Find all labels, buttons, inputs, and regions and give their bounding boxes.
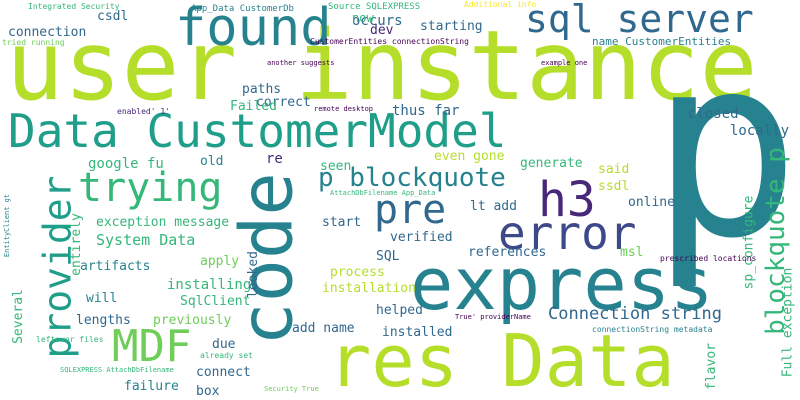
- word: generate: [520, 156, 583, 171]
- word: name CustomerEntities: [592, 35, 732, 48]
- word: express: [410, 242, 714, 326]
- word: now: [352, 11, 374, 25]
- word: p blockquote: [318, 163, 506, 193]
- word: start: [322, 215, 362, 230]
- word: will: [86, 291, 118, 306]
- word: installed: [382, 325, 453, 340]
- word: exception message: [96, 215, 230, 230]
- word: lt add: [470, 199, 517, 214]
- word: online: [628, 195, 675, 210]
- word: said: [598, 162, 630, 177]
- word: Integrated Security: [28, 2, 120, 11]
- word: CustomerEntities connectionString: [310, 37, 469, 46]
- word: ssdl: [598, 179, 630, 194]
- word: seen: [320, 159, 352, 174]
- word: pre: [374, 187, 447, 233]
- word: even gone: [434, 149, 505, 164]
- word: occurs: [352, 13, 403, 29]
- word: App_Data CustomerDb: [191, 4, 294, 14]
- word: System Data: [96, 231, 196, 249]
- word: remote desktop: [314, 105, 374, 113]
- word: Connection string: [548, 304, 722, 324]
- word: csdl: [97, 9, 129, 24]
- word: SqlClient: [180, 294, 251, 309]
- word: example one: [541, 59, 588, 67]
- word: apply: [200, 254, 240, 269]
- word: Additional info: [464, 0, 537, 9]
- word: looked: [245, 251, 261, 298]
- word: connect: [196, 365, 251, 380]
- word: Several: [10, 289, 26, 344]
- word: locally: [730, 123, 790, 139]
- word: enabled' 1': [117, 107, 170, 116]
- word: connectionString metadata: [592, 325, 713, 334]
- word: entirely: [68, 213, 84, 276]
- word: lengths: [76, 313, 131, 328]
- word: dev: [370, 23, 394, 38]
- word: EntityClient gt: [3, 193, 12, 258]
- word: installing: [167, 277, 252, 293]
- word: already set: [200, 351, 253, 360]
- word: closed: [688, 106, 739, 122]
- word: SQLEXPRESS AttachDbFilename: [60, 366, 174, 374]
- word: Full exception: [780, 267, 796, 378]
- word: starting: [420, 19, 483, 34]
- word: h3: [538, 172, 596, 228]
- word: found: [175, 0, 332, 58]
- word: Data CustomerModel: [8, 104, 507, 158]
- word: previously: [153, 313, 232, 328]
- word: helped: [376, 303, 423, 318]
- word: p: [650, 2, 800, 293]
- word: verified: [390, 230, 453, 245]
- word: re: [266, 151, 283, 167]
- word: references: [468, 245, 547, 260]
- word: flavor: [703, 343, 719, 390]
- word: leftover files: [36, 335, 104, 344]
- word: add name: [292, 321, 355, 336]
- word: sp_configure: [741, 195, 757, 290]
- word: sql server: [525, 0, 754, 41]
- word: error: [498, 206, 637, 260]
- word: failure: [124, 379, 179, 394]
- word: connection: [8, 25, 87, 40]
- word: trying: [78, 165, 223, 211]
- word: correct: [256, 95, 311, 110]
- word: user instance: [6, 10, 758, 122]
- word: MDF: [112, 321, 192, 372]
- word: True' providerName: [455, 313, 531, 321]
- word: artifacts: [80, 259, 151, 274]
- word: Security True: [264, 385, 319, 393]
- word: old: [200, 154, 224, 169]
- word: process: [330, 265, 385, 280]
- word: msl: [620, 245, 644, 260]
- word: Failed: [230, 99, 277, 114]
- word: prescribed locations: [660, 254, 757, 263]
- word: paths: [242, 82, 282, 97]
- word: another suggests: [267, 59, 335, 67]
- word: res Data: [328, 319, 675, 400]
- word: google fu: [88, 156, 164, 172]
- word: AttachDbFilename App_Data: [330, 189, 436, 197]
- word: Source SQLEXPRESS: [328, 2, 421, 12]
- word: installation: [322, 281, 416, 296]
- word: due: [212, 337, 236, 352]
- word: SQL: [376, 249, 400, 264]
- word: box: [196, 384, 220, 399]
- word: code: [224, 172, 309, 346]
- word: tried running: [2, 38, 65, 47]
- word: thus far: [392, 103, 460, 119]
